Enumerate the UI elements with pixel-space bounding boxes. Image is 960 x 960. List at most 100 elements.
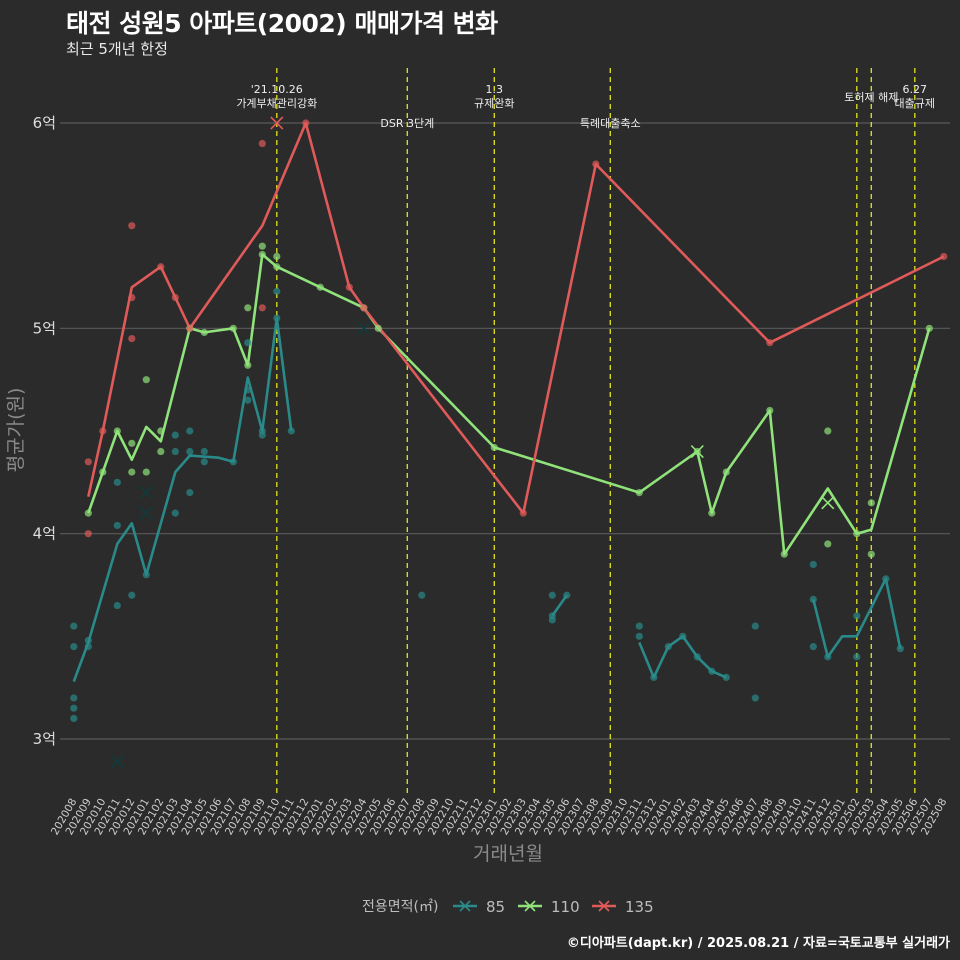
- data-point-135: [128, 335, 136, 343]
- data-point-85: [113, 601, 121, 610]
- data-point-85: [679, 632, 687, 640]
- legend-swatch-marker-85: [459, 900, 471, 912]
- data-point-110: [113, 427, 121, 435]
- x-axis-ticks: 2020082020092020102020112020122021012021…: [49, 796, 949, 837]
- data-point-85: [171, 509, 179, 517]
- grid-lines: [60, 122, 950, 740]
- data-point-110: [142, 376, 150, 384]
- x-marker-135: [270, 116, 284, 130]
- data-point-85: [229, 458, 237, 466]
- series-line-85: [551, 594, 568, 617]
- data-point-110: [867, 550, 875, 558]
- data-point-110: [157, 427, 165, 435]
- data-point-85: [171, 431, 179, 439]
- data-point-85: [84, 636, 92, 645]
- data-point-85: [113, 478, 121, 486]
- data-point-85: [142, 571, 150, 579]
- data-point-85: [635, 622, 643, 630]
- event-label: DSR 3단계: [380, 117, 434, 130]
- data-point-110: [273, 252, 281, 261]
- data-point-135: [258, 304, 266, 312]
- data-point-110: [708, 509, 716, 517]
- data-point-85: [809, 560, 817, 569]
- y-tick-label: 6억: [33, 114, 56, 132]
- event-label: 1.3: [486, 83, 504, 96]
- chart-title: 태전 성원5 아파트(2002) 매매가격 변화: [66, 9, 498, 38]
- data-point-110: [316, 283, 324, 291]
- chart-subtitle: 최근 5개년 한정: [66, 40, 168, 58]
- series-line-85: [72, 316, 293, 682]
- data-point-110: [490, 443, 498, 452]
- data-point-85: [418, 591, 426, 599]
- data-point-85: [113, 521, 121, 530]
- data-point-110: [258, 250, 266, 259]
- data-point-135: [128, 222, 136, 230]
- data-point-110: [867, 499, 875, 507]
- data-point-110: [258, 242, 266, 250]
- data-point-85: [273, 314, 281, 322]
- x-marker-110: [821, 496, 835, 510]
- legend: 전용면적(㎡) 85 110 135: [362, 898, 654, 916]
- y-tick-label: 4억: [33, 525, 56, 543]
- data-point-110: [128, 468, 136, 476]
- y-tick-label: 5억: [33, 319, 56, 337]
- data-point-110: [780, 550, 788, 558]
- data-point-135: [519, 509, 527, 517]
- series-line-110: [87, 253, 931, 556]
- data-point-110: [229, 324, 237, 332]
- data-point-85: [171, 447, 179, 456]
- legend-label-135: 135: [625, 898, 654, 916]
- event-label: 규제완화: [474, 97, 514, 110]
- data-point-110: [273, 263, 281, 271]
- data-point-85: [650, 673, 658, 682]
- y-axis-label: 평균가(원): [5, 388, 27, 473]
- data-point-85: [664, 643, 672, 651]
- x-marker-85: [139, 486, 153, 500]
- data-point-135: [84, 530, 92, 538]
- data-point-110: [925, 324, 933, 332]
- data-point-135: [302, 119, 310, 127]
- data-point-85: [244, 339, 252, 347]
- data-point-85: [563, 591, 571, 599]
- y-tick-label: 3억: [33, 730, 56, 748]
- data-point-135: [99, 427, 107, 435]
- data-point-85: [751, 622, 759, 630]
- data-point-110: [84, 509, 92, 517]
- data-point-85: [809, 595, 817, 603]
- data-point-110: [722, 468, 730, 476]
- data-point-110: [244, 361, 252, 369]
- data-point-85: [548, 591, 556, 599]
- data-point-135: [766, 339, 774, 347]
- legend-swatch-marker-110: [524, 900, 536, 912]
- data-point-85: [548, 616, 556, 624]
- series-line-85: [812, 577, 902, 659]
- data-point-85: [751, 694, 759, 702]
- data-point-135: [940, 252, 948, 261]
- data-point-110: [374, 324, 382, 332]
- data-point-85: [824, 653, 832, 661]
- data-point-85: [200, 458, 208, 466]
- data-point-85: [186, 447, 194, 456]
- event-label: '21.10.26: [251, 83, 303, 96]
- data-point-85: [70, 643, 78, 651]
- data-point-85: [186, 489, 194, 497]
- legend-label-110: 110: [551, 898, 580, 916]
- data-point-135: [84, 458, 92, 466]
- data-point-85: [722, 673, 730, 682]
- event-label: 특례대출축소: [580, 117, 641, 130]
- data-point-135: [157, 263, 165, 271]
- data-point-110: [766, 406, 774, 415]
- data-point-85: [258, 427, 266, 435]
- data-point-135: [128, 293, 136, 302]
- data-point-85: [70, 694, 78, 702]
- legend-label-85: 85: [486, 898, 505, 916]
- data-point-85: [896, 645, 904, 653]
- data-point-110: [99, 468, 107, 476]
- data-point-85: [244, 396, 252, 404]
- event-label: 가계부채관리강화: [236, 97, 317, 110]
- data-point-85: [635, 632, 643, 640]
- data-point-135: [186, 324, 194, 332]
- series-line-135: [87, 121, 945, 515]
- data-point-110: [824, 540, 832, 548]
